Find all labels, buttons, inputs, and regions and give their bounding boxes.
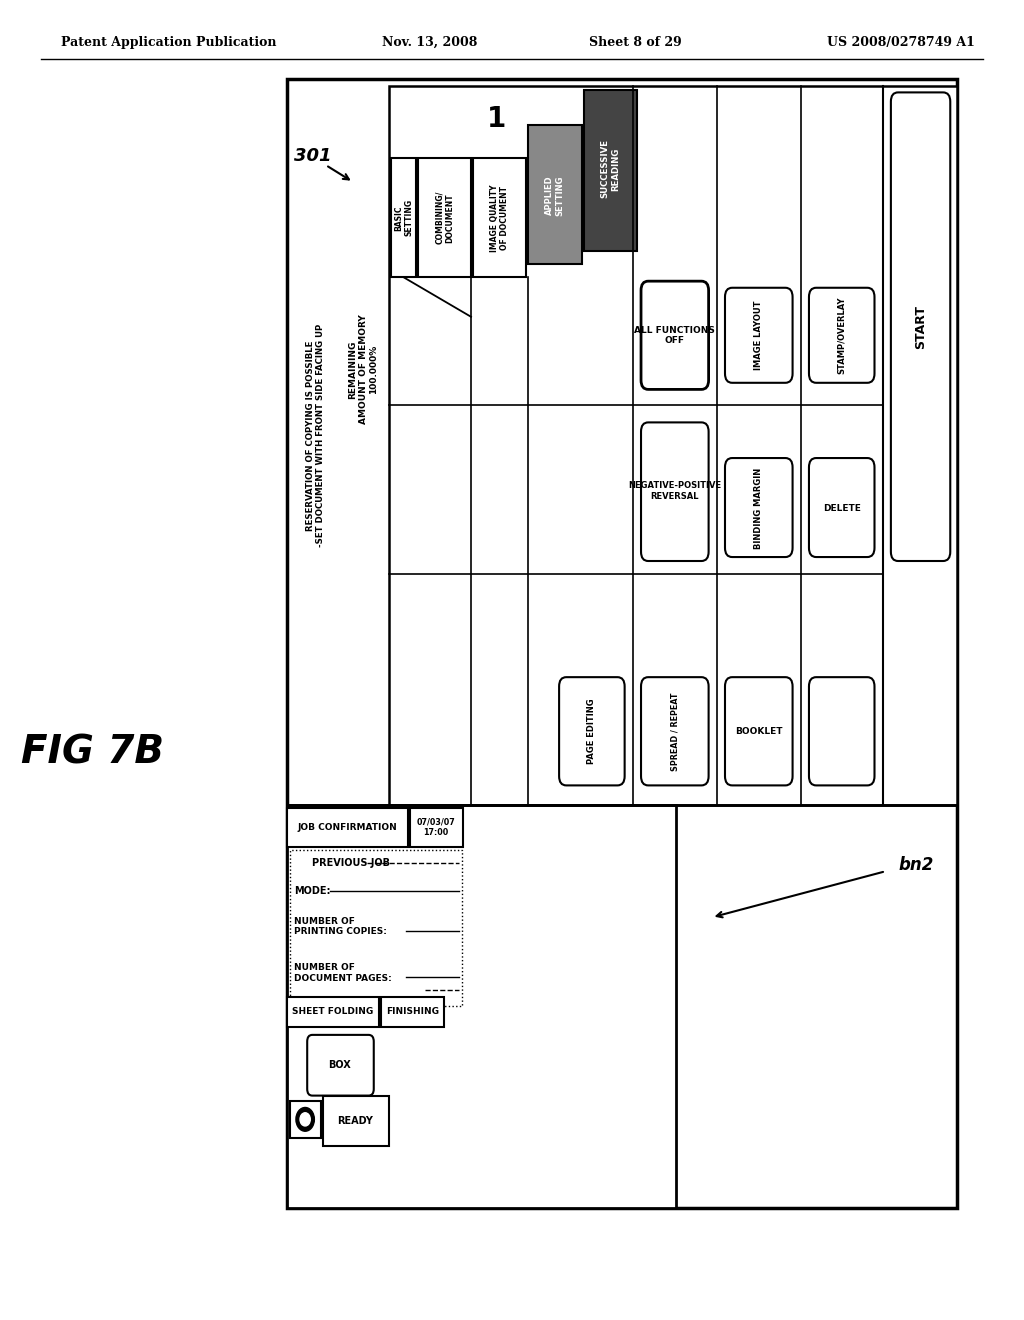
Bar	[381, 997, 444, 1027]
Bar	[528, 125, 582, 264]
Text: Sheet 8 of 29: Sheet 8 of 29	[589, 36, 681, 49]
Text: 301: 301	[294, 147, 331, 165]
Bar	[287, 805, 676, 1208]
FancyBboxPatch shape	[641, 422, 709, 561]
Text: BOOKLET: BOOKLET	[735, 727, 782, 735]
FancyBboxPatch shape	[809, 677, 874, 785]
Bar	[584, 90, 637, 251]
Text: BASIC
SETTING: BASIC SETTING	[394, 199, 413, 236]
Text: NEGATIVE-POSITIVE
REVERSAL: NEGATIVE-POSITIVE REVERSAL	[629, 482, 721, 500]
Text: IMAGE LAYOUT: IMAGE LAYOUT	[755, 301, 763, 370]
FancyBboxPatch shape	[809, 458, 874, 557]
Text: READY: READY	[337, 1115, 374, 1126]
Text: START: START	[914, 305, 927, 350]
Text: SHEET FOLDING: SHEET FOLDING	[292, 1007, 374, 1015]
FancyBboxPatch shape	[559, 677, 625, 785]
Text: NUMBER OF
DOCUMENT PAGES:: NUMBER OF DOCUMENT PAGES:	[294, 964, 391, 982]
Text: SPREAD / REPEAT: SPREAD / REPEAT	[671, 692, 679, 771]
FancyBboxPatch shape	[891, 92, 950, 561]
Bar	[290, 1101, 321, 1138]
Text: Patent Application Publication: Patent Application Publication	[61, 36, 276, 49]
FancyBboxPatch shape	[725, 458, 793, 557]
Bar	[287, 79, 957, 1208]
Text: APPLIED
SETTING: APPLIED SETTING	[546, 176, 564, 215]
Text: ALL FUNCTIONS
OFF: ALL FUNCTIONS OFF	[635, 326, 715, 345]
Text: PAGE EDITING: PAGE EDITING	[588, 698, 596, 764]
Text: REMAINING
AMOUNT OF MEMORY
100.000%: REMAINING AMOUNT OF MEMORY 100.000%	[348, 314, 379, 425]
FancyBboxPatch shape	[725, 677, 793, 785]
Text: STAMP/OVERLAY: STAMP/OVERLAY	[838, 297, 846, 374]
Text: SUCCESSIVE
READING: SUCCESSIVE READING	[601, 140, 620, 198]
Bar	[418, 158, 471, 277]
Circle shape	[296, 1107, 314, 1131]
Text: BOX: BOX	[329, 1060, 351, 1071]
Text: DELETE: DELETE	[823, 504, 860, 512]
Text: 1: 1	[487, 104, 506, 133]
Bar	[473, 158, 526, 277]
Bar	[290, 850, 462, 1006]
Text: BINDING MARGIN: BINDING MARGIN	[755, 467, 763, 549]
Text: FIG 7B: FIG 7B	[20, 734, 164, 771]
Text: 07/03/07
17:00: 07/03/07 17:00	[417, 818, 456, 837]
Bar	[287, 997, 379, 1027]
Text: RESERVATION OF COPYING IS POSSIBLE
-SET DOCUMENT WITH FRONT SIDE FACING UP: RESERVATION OF COPYING IS POSSIBLE -SET …	[306, 323, 325, 548]
Text: FINISHING: FINISHING	[386, 1007, 439, 1015]
FancyBboxPatch shape	[307, 1035, 374, 1096]
Bar	[410, 808, 463, 847]
FancyBboxPatch shape	[641, 677, 709, 785]
FancyBboxPatch shape	[809, 288, 874, 383]
Text: NUMBER OF
PRINTING COPIES:: NUMBER OF PRINTING COPIES:	[294, 917, 387, 936]
Text: bn2: bn2	[899, 855, 934, 874]
Text: MODE:: MODE:	[294, 886, 331, 896]
FancyBboxPatch shape	[725, 288, 793, 383]
Text: Nov. 13, 2008: Nov. 13, 2008	[382, 36, 478, 49]
Bar	[287, 808, 408, 847]
Bar	[389, 86, 957, 805]
Text: JOB CONFIRMATION: JOB CONFIRMATION	[297, 824, 397, 832]
Text: PREVIOUS JOB: PREVIOUS JOB	[312, 858, 390, 869]
Circle shape	[300, 1113, 310, 1126]
Text: IMAGE QUALITY
OF DOCUMENT: IMAGE QUALITY OF DOCUMENT	[490, 183, 509, 252]
Bar	[391, 158, 416, 277]
Bar	[323, 1096, 389, 1146]
Text: US 2008/0278749 A1: US 2008/0278749 A1	[827, 36, 975, 49]
Text: COMBINING/
DOCUMENT: COMBINING/ DOCUMENT	[435, 191, 454, 244]
FancyBboxPatch shape	[641, 281, 709, 389]
